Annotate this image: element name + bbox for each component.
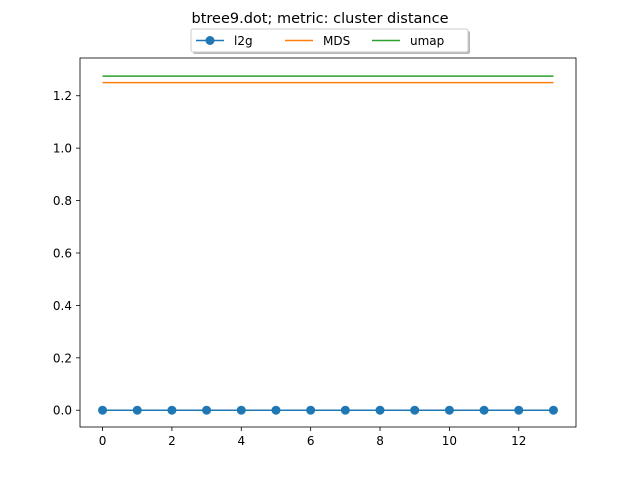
y-tick-label: 0.0	[53, 404, 72, 418]
data-point-l2g	[236, 405, 246, 415]
axes: 0 2 4 6 8 10 12 0.0 0.2 0.4 0.6 0.8 1.0 1.2	[53, 57, 577, 448]
x-tick-label: 10	[442, 434, 457, 448]
x-tick-label: 12	[511, 434, 526, 448]
y-tick-label: 0.6	[53, 246, 72, 260]
data-point-l2g	[98, 405, 108, 415]
legend-label-l2g: l2g	[234, 34, 253, 48]
data-point-l2g	[271, 405, 281, 415]
data-point-l2g	[340, 405, 350, 415]
legend-label-mds: MDS	[323, 34, 350, 48]
x-tick-label: 8	[376, 434, 384, 448]
y-tick-label: 0.4	[53, 299, 72, 313]
legend-label-umap: umap	[410, 34, 444, 48]
data-point-l2g	[548, 405, 558, 415]
legend: l2g MDS umap	[190, 28, 470, 54]
data-point-l2g	[132, 405, 142, 415]
y-tick-label: 0.2	[53, 351, 72, 365]
y-tick-label: 1.2	[53, 89, 72, 103]
legend-box	[190, 28, 469, 53]
data-point-l2g	[306, 405, 316, 415]
x-tick-label: 6	[307, 434, 315, 448]
data-point-l2g	[167, 405, 177, 415]
y-tick-label: 1.0	[53, 142, 72, 156]
axes-frame	[79, 57, 577, 428]
data-point-l2g	[202, 405, 212, 415]
plot-area	[98, 75, 558, 415]
x-tick-label: 0	[99, 434, 107, 448]
data-point-l2g	[479, 405, 489, 415]
chart-title: btree9.dot; metric: cluster distance	[191, 11, 448, 27]
data-point-l2g	[375, 405, 385, 415]
data-point-l2g	[444, 405, 454, 415]
data-point-l2g	[410, 405, 420, 415]
x-tick-label: 2	[168, 434, 176, 448]
legend-marker-l2g	[205, 36, 215, 45]
x-tick-label: 4	[237, 434, 245, 448]
y-tick-label: 0.8	[53, 194, 72, 208]
data-point-l2g	[514, 405, 524, 415]
